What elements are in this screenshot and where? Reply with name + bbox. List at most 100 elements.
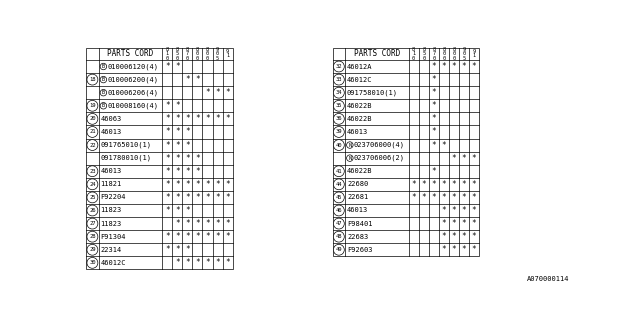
Circle shape: [87, 126, 98, 137]
Text: 11823: 11823: [100, 207, 122, 213]
Text: 46013: 46013: [347, 129, 368, 135]
Text: *: *: [225, 180, 230, 189]
Text: *: *: [175, 140, 180, 149]
Text: 8
0
0: 8 0 0: [452, 47, 456, 61]
Text: *: *: [185, 232, 189, 241]
Circle shape: [87, 74, 98, 85]
Text: 46022B: 46022B: [347, 168, 372, 174]
Text: *: *: [452, 180, 456, 189]
Text: 11823: 11823: [100, 220, 122, 227]
Text: *: *: [205, 232, 210, 241]
Circle shape: [333, 114, 344, 124]
Text: *: *: [461, 193, 467, 202]
Text: 34: 34: [335, 90, 342, 95]
Text: *: *: [421, 180, 426, 189]
Text: 023706006(2): 023706006(2): [353, 155, 404, 161]
Text: 010008160(4): 010008160(4): [107, 102, 158, 109]
Text: *: *: [452, 193, 456, 202]
Text: *: *: [431, 193, 436, 202]
Text: 44: 44: [335, 182, 342, 187]
Text: 28: 28: [89, 234, 95, 239]
Text: *: *: [472, 180, 476, 189]
Text: *: *: [165, 101, 170, 110]
Text: *: *: [225, 88, 230, 97]
Text: *: *: [185, 114, 189, 124]
Text: N: N: [348, 156, 351, 161]
Text: *: *: [195, 180, 200, 189]
Circle shape: [347, 155, 353, 161]
Circle shape: [100, 63, 107, 70]
Text: 23: 23: [89, 169, 95, 174]
Text: *: *: [205, 180, 210, 189]
Text: *: *: [452, 206, 456, 215]
Text: *: *: [442, 193, 446, 202]
Text: *: *: [175, 114, 180, 124]
Text: *: *: [431, 88, 436, 97]
Text: *: *: [175, 206, 180, 215]
Text: *: *: [421, 193, 426, 202]
Text: *: *: [431, 127, 436, 136]
Text: *: *: [165, 62, 170, 71]
Text: *: *: [195, 75, 200, 84]
Text: 40: 40: [335, 142, 342, 148]
Circle shape: [87, 244, 98, 255]
Text: *: *: [185, 258, 189, 267]
Circle shape: [87, 140, 98, 150]
Text: 9
1: 9 1: [226, 49, 229, 59]
Text: *: *: [431, 62, 436, 71]
Text: *: *: [452, 62, 456, 71]
Text: *: *: [205, 258, 210, 267]
Text: 8
0
0: 8 0 0: [196, 47, 199, 61]
Circle shape: [87, 114, 98, 124]
Text: B: B: [102, 90, 105, 95]
Text: *: *: [452, 154, 456, 163]
Text: 20: 20: [89, 116, 95, 121]
Text: F91304: F91304: [100, 234, 126, 240]
Text: *: *: [412, 180, 416, 189]
Text: 33: 33: [335, 77, 342, 82]
Circle shape: [333, 87, 344, 98]
Text: 22: 22: [89, 142, 95, 148]
Text: *: *: [225, 114, 230, 124]
Text: *: *: [472, 193, 476, 202]
Text: 27: 27: [89, 221, 95, 226]
Text: *: *: [165, 114, 170, 124]
Text: *: *: [215, 232, 220, 241]
Text: 8
1
0: 8 1 0: [412, 47, 415, 61]
Text: 9
1: 9 1: [472, 49, 476, 59]
Text: *: *: [195, 232, 200, 241]
Text: *: *: [175, 258, 180, 267]
Text: *: *: [215, 88, 220, 97]
Text: *: *: [175, 193, 180, 202]
Text: 41: 41: [335, 169, 342, 174]
Text: *: *: [165, 193, 170, 202]
Text: *: *: [472, 232, 476, 241]
Text: *: *: [165, 140, 170, 149]
Text: *: *: [431, 167, 436, 176]
Text: 32: 32: [335, 64, 342, 69]
Text: *: *: [165, 127, 170, 136]
Text: *: *: [461, 62, 467, 71]
Circle shape: [87, 179, 98, 190]
Text: *: *: [431, 114, 436, 124]
Text: *: *: [185, 127, 189, 136]
Text: *: *: [185, 219, 189, 228]
Text: 45: 45: [335, 195, 342, 200]
Circle shape: [333, 205, 344, 216]
Text: *: *: [175, 232, 180, 241]
Text: *: *: [165, 180, 170, 189]
Text: *: *: [215, 180, 220, 189]
Circle shape: [87, 205, 98, 216]
Circle shape: [333, 126, 344, 137]
Text: 36: 36: [335, 116, 342, 121]
Text: *: *: [205, 114, 210, 124]
Text: *: *: [461, 206, 467, 215]
Text: *: *: [452, 245, 456, 254]
Text: 46022B: 46022B: [347, 116, 372, 122]
Text: *: *: [452, 232, 456, 241]
Text: *: *: [225, 219, 230, 228]
Text: 010006120(4): 010006120(4): [107, 63, 158, 70]
Text: 8
1
0: 8 1 0: [166, 47, 169, 61]
Text: B: B: [102, 77, 105, 82]
Text: *: *: [461, 232, 467, 241]
